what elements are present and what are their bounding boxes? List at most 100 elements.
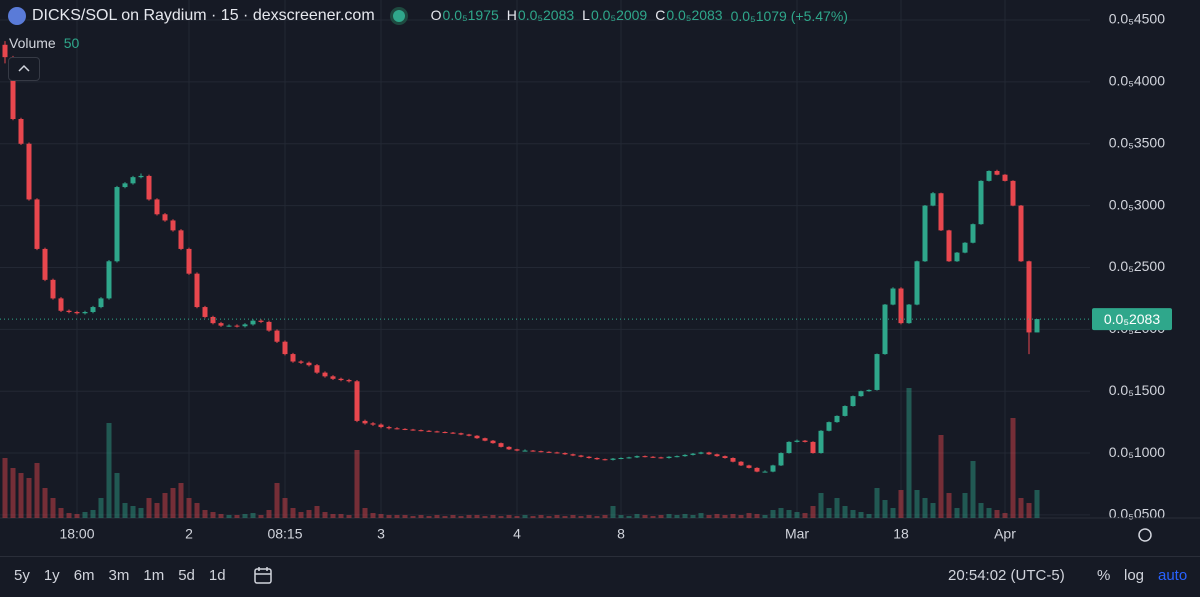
candle-body	[186, 248, 192, 274]
volume-bar	[850, 510, 856, 518]
candle-body	[346, 380, 352, 382]
volume-bar	[298, 512, 304, 518]
volume-bar	[290, 508, 296, 518]
volume-bar	[410, 516, 416, 518]
volume-bar	[314, 506, 320, 518]
volume-bar	[1026, 503, 1032, 518]
range-button[interactable]: 1d	[208, 567, 226, 584]
candle-body	[482, 438, 488, 441]
volume-bar	[26, 478, 32, 518]
y-tick-label: 0.0₅4500	[1109, 11, 1165, 27]
volume-bar	[394, 515, 400, 518]
y-tick-label: 0.0₅4000	[1109, 73, 1165, 89]
range-button[interactable]: 1m	[143, 567, 165, 584]
last-price-label: 0.0₅2083	[1104, 311, 1160, 327]
range-button[interactable]: 1y	[43, 567, 60, 584]
x-tick-label: Mar	[785, 526, 809, 542]
volume-bar	[210, 512, 216, 518]
range-button[interactable]: 5d	[178, 567, 195, 584]
volume-bar	[2, 458, 8, 518]
candle-body	[226, 325, 232, 327]
date-range-icon[interactable]	[252, 565, 274, 587]
volume-bar	[730, 514, 736, 518]
settings-icon	[1138, 528, 1152, 542]
candle-body	[170, 220, 176, 231]
candle-body	[514, 449, 520, 451]
candle-body	[578, 455, 584, 457]
volume-bar	[1034, 490, 1040, 518]
candle-body	[250, 320, 256, 325]
volume-bar	[986, 508, 992, 518]
range-buttons: 5y 1y 6m 3m 1m 5d 1d	[14, 567, 240, 584]
volume-bar	[810, 506, 816, 518]
candle-body	[946, 230, 952, 262]
volume-bar	[274, 483, 280, 518]
volume-bar	[106, 423, 112, 518]
ohlc-key: C	[655, 7, 666, 23]
candle-body	[66, 310, 72, 313]
candle-body	[1026, 261, 1032, 333]
y-tick-label: 0.0₅0500	[1109, 506, 1165, 522]
x-tick-label: 4	[513, 526, 521, 542]
candle-body	[1034, 319, 1040, 333]
candle-body	[34, 199, 40, 249]
volume-value: 50	[63, 35, 80, 51]
clock: 20:54:02 (UTC-5)	[948, 567, 1065, 584]
volume-bar	[842, 506, 848, 518]
candle-body	[586, 456, 592, 458]
candle-body	[802, 440, 808, 442]
collapse-button[interactable]	[8, 57, 40, 81]
candle-body	[906, 304, 912, 324]
volume-bar	[234, 515, 240, 518]
volume-bar	[538, 515, 544, 518]
candle-body	[138, 175, 144, 178]
x-tick-label: Apr	[994, 526, 1016, 542]
volume-bar	[802, 513, 808, 518]
volume-bar	[858, 512, 864, 518]
volume-bar	[202, 510, 208, 518]
candle-body	[474, 435, 480, 439]
volume-bar	[138, 508, 144, 518]
candle-body	[994, 170, 1000, 175]
volume-bar	[114, 473, 120, 518]
candle-body	[434, 431, 440, 433]
volume-bar	[18, 473, 24, 518]
volume-bar	[498, 516, 504, 518]
volume-bar	[90, 510, 96, 518]
volume-bar	[666, 514, 672, 518]
volume-bar	[922, 498, 928, 518]
candle-body	[530, 450, 536, 452]
volume-bar	[554, 515, 560, 518]
candle-body	[714, 454, 720, 457]
candle-body	[834, 415, 840, 423]
candle-body	[42, 248, 48, 280]
auto-toggle[interactable]: auto	[1158, 567, 1188, 584]
candle-body	[786, 441, 792, 454]
candle-body	[922, 205, 928, 262]
chart: 0.0₅05000.0₅10000.0₅15000.0₅20000.0₅2500…	[0, 0, 1200, 542]
candle-body	[1010, 180, 1016, 206]
volume-bar	[386, 515, 392, 518]
candle-body	[970, 224, 976, 243]
x-tick-label: 3	[377, 526, 385, 542]
candle-body	[258, 320, 264, 322]
candle-body	[978, 180, 984, 225]
candle-body	[210, 316, 216, 324]
candle-body	[298, 361, 304, 363]
volume-bar	[42, 488, 48, 518]
log-toggle[interactable]: log	[1124, 567, 1145, 584]
range-button[interactable]: 5y	[14, 567, 30, 584]
collapse-icon	[18, 64, 30, 72]
legend: DICKS/SOL on Raydium · 15 · dexscreener.…	[8, 7, 848, 25]
volume-bar	[98, 498, 104, 518]
range-button[interactable]: 3m	[108, 567, 130, 584]
range-button[interactable]: 6m	[73, 567, 95, 584]
percent-toggle[interactable]: %	[1097, 567, 1111, 584]
candle-body	[762, 471, 768, 473]
volume-bar	[66, 513, 72, 518]
volume-bar	[82, 512, 88, 518]
volume-bar	[346, 515, 352, 518]
candle-body	[98, 298, 104, 308]
volume-bar	[714, 514, 720, 518]
volume-bar	[418, 515, 424, 518]
